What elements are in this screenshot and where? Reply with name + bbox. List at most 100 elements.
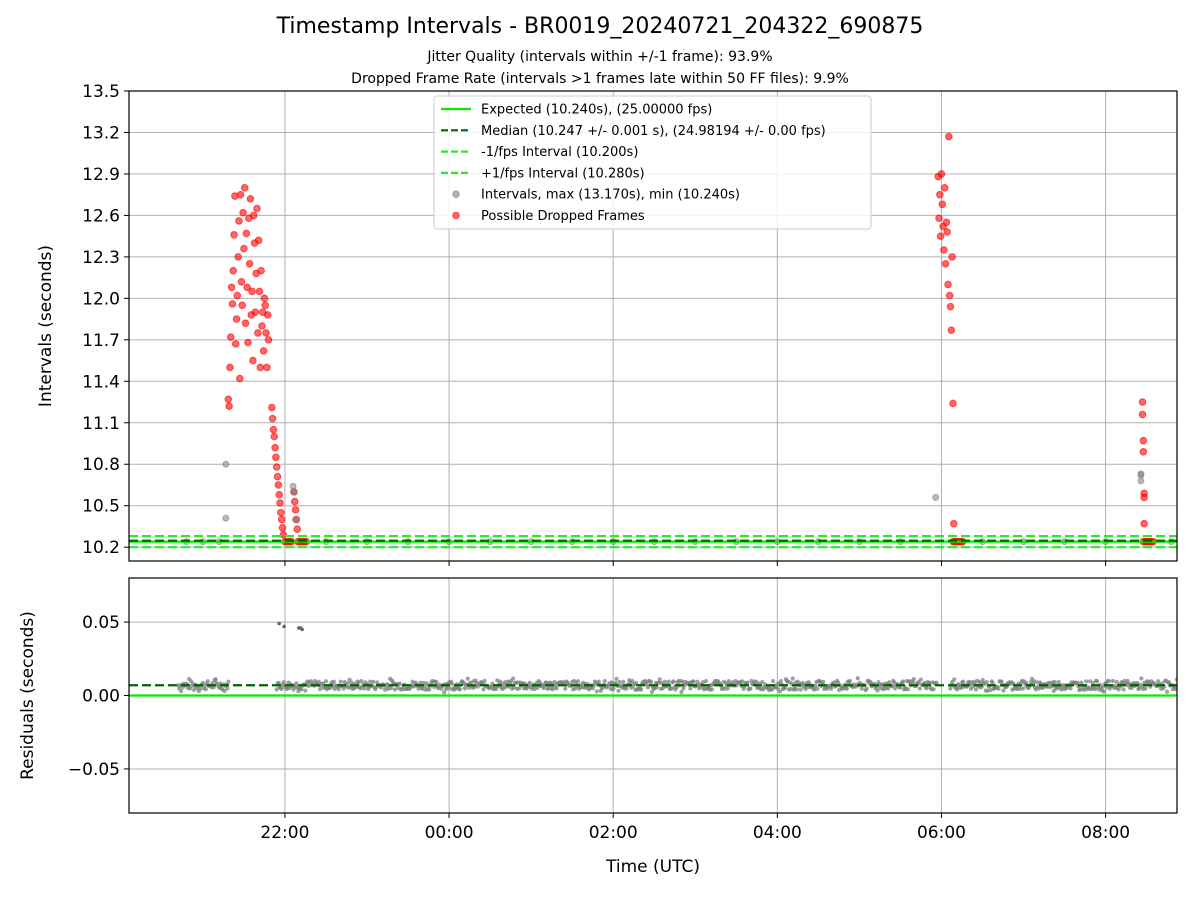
- dropped-frame-point: [234, 253, 242, 261]
- dropped-frame-point: [244, 338, 252, 347]
- y-tick-label: 12.9: [82, 165, 120, 185]
- residual-point: [621, 679, 626, 684]
- residual-point: [563, 686, 568, 691]
- dropped-frame-point: [246, 195, 255, 203]
- residual-point: [725, 686, 730, 691]
- residual-point: [898, 685, 903, 690]
- dropped-frame-point: [258, 322, 266, 330]
- residual-point: [931, 687, 936, 692]
- residual-point: [645, 685, 651, 690]
- x-tick-label: 04:00: [753, 823, 802, 843]
- residual-point: [510, 676, 516, 681]
- residual-point: [662, 679, 667, 684]
- dropped-frame-point: [270, 432, 279, 441]
- dropped-frame-point: [275, 490, 283, 499]
- residual-point: [596, 679, 601, 684]
- dropped-frame-point: [1138, 410, 1147, 419]
- dropped-frame-point: [253, 204, 261, 213]
- y-tick-label: 10.2: [82, 538, 120, 558]
- residual-point: [679, 689, 684, 695]
- bottom-ylabel: Residuals (seconds): [18, 611, 38, 780]
- dropped-frame-rate-subtitle: Dropped Frame Rate (intervals >1 frames …: [351, 71, 849, 87]
- top-frame: [128, 90, 1178, 562]
- residual-point: [948, 686, 953, 691]
- residual-point: [703, 678, 709, 684]
- residual-point: [527, 680, 532, 685]
- residual-outlier-point: [282, 624, 286, 629]
- residual-point: [900, 679, 906, 684]
- dropped-frame-point: [261, 301, 270, 310]
- residual-point: [575, 679, 581, 684]
- dropped-frame-point: [936, 232, 945, 240]
- residual-point: [778, 678, 784, 684]
- dropped-frame-point: [226, 333, 235, 341]
- residual-point: [614, 676, 619, 681]
- residual-point: [984, 679, 989, 685]
- y-tick-label: 10.8: [82, 455, 120, 475]
- dropped-frame-point: [941, 259, 950, 268]
- interval-point: [1137, 477, 1145, 485]
- dropped-frame-point: [293, 525, 302, 534]
- residual-point: [617, 679, 622, 685]
- residual-point: [465, 676, 470, 681]
- dropped-frame-point: [239, 208, 247, 217]
- top-ylabel: Intervals (seconds): [36, 245, 56, 407]
- residual-point: [1024, 680, 1029, 686]
- residual-point: [980, 677, 985, 683]
- residual-point: [770, 678, 776, 684]
- residual-point: [844, 686, 850, 691]
- residual-point: [859, 686, 864, 691]
- dropped-frame-point: [944, 280, 952, 289]
- residual-point: [1101, 689, 1107, 694]
- residual-point: [338, 679, 343, 684]
- y-tick-label: 13.5: [82, 82, 120, 102]
- residual-point: [990, 680, 995, 685]
- residual-point: [550, 687, 555, 692]
- dropped-frame-point: [227, 283, 236, 292]
- residual-point: [1164, 689, 1170, 694]
- y-tick-label: −0.05: [68, 760, 120, 780]
- residual-point: [611, 686, 616, 691]
- residual-point: [924, 686, 929, 691]
- residual-point: [1143, 686, 1148, 691]
- residual-point: [911, 676, 916, 682]
- residual-point: [639, 687, 644, 692]
- residual-point: [1075, 680, 1080, 685]
- residual-point: [226, 679, 231, 684]
- residual-point: [1001, 688, 1006, 693]
- residual-point: [602, 679, 607, 684]
- dropped-frame-point: [254, 329, 262, 337]
- dropped-frame-point: [249, 356, 257, 365]
- dropped-frame-point: [256, 363, 265, 372]
- residual-point: [790, 676, 795, 681]
- residual-point: [709, 687, 715, 692]
- legend-label: Expected (10.240s), (25.00000 fps): [481, 103, 712, 118]
- dropped-frame-point: [263, 311, 272, 319]
- interval-point: [289, 482, 297, 490]
- y-tick-label: 13.2: [82, 123, 120, 143]
- dropped-frame-point: [948, 253, 956, 261]
- legend: Expected (10.240s), (25.00000 fps) Median…: [433, 95, 872, 230]
- dropped-frame-point: [1139, 436, 1148, 445]
- residual-point: [855, 676, 860, 681]
- residual-point: [323, 679, 329, 684]
- residual-point: [760, 679, 765, 685]
- residual-point: [815, 686, 820, 691]
- residual-point: [371, 679, 376, 684]
- dropped-frame-point: [936, 190, 944, 199]
- dropped-frame-point: [1139, 447, 1148, 456]
- dropped-frame-point: [262, 329, 270, 337]
- dropped-frame-point: [260, 294, 269, 303]
- dropped-frame-point: [235, 217, 243, 225]
- dropped-frame-point: [277, 515, 286, 524]
- residual-point: [666, 679, 671, 684]
- bottom-panel-plot: [129, 578, 1177, 813]
- dropped-frame-point: [259, 347, 268, 355]
- residual-point: [1139, 676, 1144, 681]
- residual-point: [427, 687, 432, 692]
- dropped-frame-point: [243, 283, 251, 292]
- residual-point: [294, 681, 299, 686]
- residual-point: [203, 687, 208, 692]
- residual-point: [368, 679, 373, 684]
